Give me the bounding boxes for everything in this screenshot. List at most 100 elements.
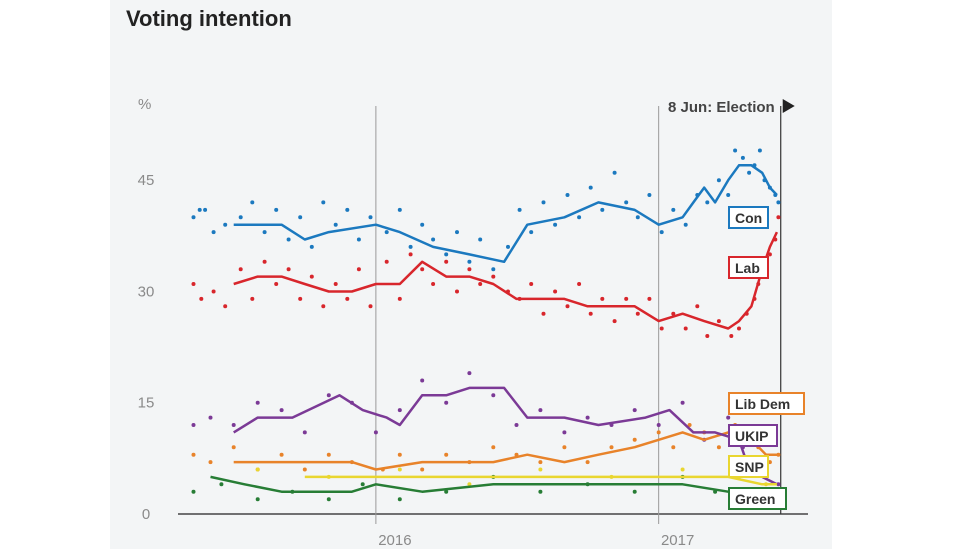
poll-point (397, 452, 402, 457)
poll-point (467, 371, 472, 376)
poll-point (478, 237, 483, 242)
poll-point (577, 215, 582, 220)
poll-point (467, 259, 472, 264)
poll-point (255, 400, 260, 405)
poll-point (585, 415, 590, 420)
poll-point (491, 267, 496, 272)
trend-line (304, 475, 777, 486)
poll-point (632, 437, 637, 442)
poll-point (420, 378, 425, 383)
x-tick-label: 2017 (661, 532, 694, 549)
poll-point (262, 230, 267, 235)
poll-point (321, 200, 326, 205)
poll-point (514, 423, 519, 427)
poll-point (356, 267, 361, 272)
poll-point (467, 482, 472, 487)
poll-point (191, 452, 196, 457)
poll-point (397, 467, 402, 472)
poll-point (726, 193, 731, 197)
poll-point (680, 400, 685, 405)
poll-point (529, 282, 534, 286)
poll-point (747, 170, 752, 175)
series-label: Lib Dem (735, 396, 790, 412)
poll-point (326, 452, 331, 457)
poll-point (238, 215, 243, 220)
poll-point (562, 430, 567, 435)
poll-point (444, 259, 449, 264)
x-tick-label: 2016 (378, 532, 411, 549)
poll-point (368, 304, 373, 309)
series-label: UKIP (735, 428, 768, 444)
poll-point (302, 430, 307, 435)
poll-point (298, 296, 303, 301)
chart-title: Voting intention (126, 6, 292, 31)
poll-point (467, 267, 472, 272)
poll-point (671, 311, 676, 316)
poll-point (274, 282, 279, 286)
poll-point (588, 185, 593, 190)
poll-point (211, 230, 216, 235)
poll-point (538, 467, 543, 472)
poll-point (776, 200, 781, 205)
poll-point (262, 259, 267, 264)
election-marker-arrow (782, 99, 795, 113)
poll-point (562, 445, 567, 450)
poll-point (279, 408, 284, 413)
poll-point (740, 155, 745, 160)
poll-point (444, 400, 449, 405)
poll-point (565, 304, 570, 309)
trend-line (233, 164, 778, 264)
poll-point (517, 207, 522, 212)
poll-point (612, 170, 617, 175)
poll-point (203, 207, 208, 212)
poll-point (553, 222, 558, 227)
series-label: SNP (735, 459, 764, 475)
series-label-box (728, 392, 805, 415)
poll-point (635, 311, 640, 316)
poll-point (726, 415, 731, 420)
poll-point (420, 467, 425, 472)
poll-point (491, 445, 496, 450)
poll-point (716, 445, 721, 450)
poll-point (455, 230, 459, 235)
poll-point (197, 207, 202, 212)
poll-point (585, 460, 590, 465)
trend-line (210, 475, 777, 501)
poll-point (632, 408, 637, 413)
poll-point (444, 252, 449, 257)
poll-point (600, 207, 605, 212)
poll-point (757, 148, 762, 153)
poll-point (565, 193, 570, 197)
series-label-box (728, 206, 769, 229)
poll-point (455, 289, 459, 294)
poll-point (683, 326, 688, 331)
poll-point (656, 423, 661, 427)
poll-point (199, 296, 204, 301)
poll-point (609, 445, 614, 450)
poll-point (368, 215, 373, 220)
poll-point (191, 282, 196, 286)
poll-point (309, 274, 314, 279)
poll-point (624, 296, 629, 301)
poll-point (255, 497, 260, 502)
poll-point (274, 207, 279, 212)
series-labels: Con Lab Lib Dem UKIP SNP Green (728, 206, 805, 510)
poll-point (397, 408, 402, 413)
poll-point (298, 215, 303, 220)
poll-point (680, 467, 685, 472)
poll-point (491, 393, 496, 398)
series-label-box (728, 487, 787, 510)
poll-point (538, 408, 543, 413)
poll-point (321, 304, 326, 309)
poll-point (705, 200, 710, 205)
poll-point (211, 289, 216, 294)
poll-point (733, 148, 738, 153)
trend-lines (210, 164, 779, 501)
poll-point (776, 482, 781, 487)
poll-point (208, 460, 213, 465)
poll-point (279, 452, 284, 457)
poll-point (541, 311, 546, 316)
poll-point (659, 326, 664, 331)
poll-point (191, 489, 196, 494)
poll-point (671, 207, 676, 212)
